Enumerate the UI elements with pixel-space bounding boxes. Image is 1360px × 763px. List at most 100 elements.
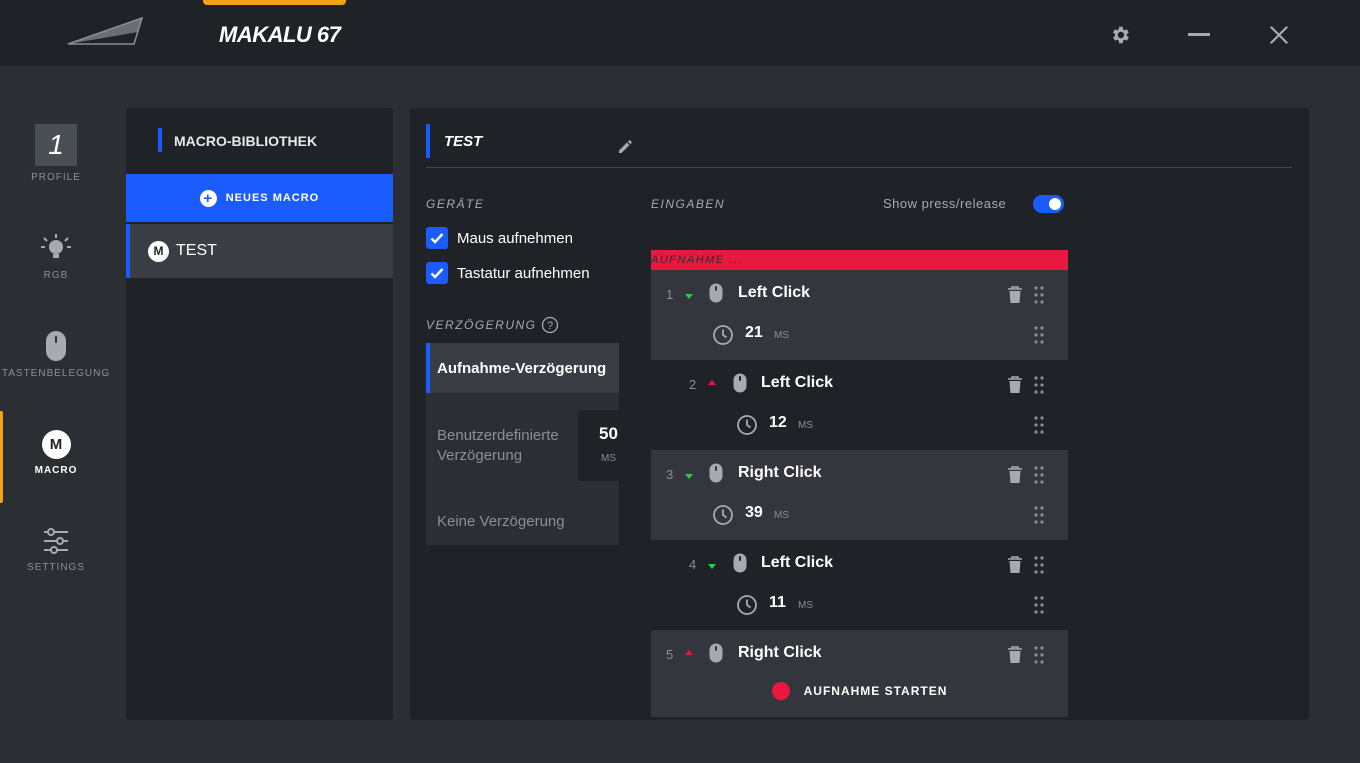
custom-delay-value: 50 xyxy=(599,424,618,443)
record-dot-icon xyxy=(771,681,790,700)
mouse-icon xyxy=(733,373,747,393)
drag-handle-icon[interactable] xyxy=(1033,555,1045,575)
event-delay-unit: MS xyxy=(774,510,789,521)
release-up-arrow-icon xyxy=(685,650,693,655)
input-event-row[interactable]: 2 Left Click 12 MS xyxy=(651,360,1068,450)
nav-label-settings: SETTINGS xyxy=(26,562,85,573)
custom-delay-input[interactable]: 50 MS xyxy=(578,410,639,481)
drag-handle-icon[interactable] xyxy=(1033,415,1045,435)
input-event-row[interactable]: 1 Left Click 21 MS xyxy=(651,270,1068,360)
macro-editor-panel: TEST GERÄTE Maus aufnehmen Tastatur aufn… xyxy=(410,108,1309,720)
plus-icon: + xyxy=(199,189,217,207)
nav-label-profile: PROFILE xyxy=(31,172,81,183)
drag-handle-icon[interactable] xyxy=(1033,465,1045,485)
nav-item-profile[interactable]: 1 PROFILE xyxy=(0,124,112,216)
event-label: Right Click xyxy=(738,644,822,661)
nav-item-macro[interactable]: M MACRO xyxy=(0,411,112,503)
mouse-icon xyxy=(733,553,747,573)
mouse-record-label: Maus aufnehmen xyxy=(457,229,573,247)
edit-pencil-icon[interactable] xyxy=(616,136,636,156)
event-number: 5 xyxy=(666,647,674,662)
input-event-row[interactable]: 3 Right Click 39 MS xyxy=(651,450,1068,540)
mouse-record-checkbox[interactable]: Maus aufnehmen xyxy=(426,225,573,251)
macro-m-icon: M xyxy=(148,240,169,262)
press-down-arrow-icon xyxy=(685,294,693,299)
recording-status-bar: AUFNAHME ... xyxy=(651,250,1068,270)
checkmark-icon xyxy=(426,227,448,249)
delay-option-recorded-label: Aufnahme-Verzögerung xyxy=(437,359,607,377)
settings-gear-icon[interactable] xyxy=(1107,22,1133,48)
event-delay-unit: MS xyxy=(774,330,789,341)
new-macro-label: NEUES MACRO xyxy=(225,192,320,204)
close-icon[interactable] xyxy=(1266,22,1292,48)
nav-active-indicator xyxy=(0,411,3,503)
input-event-row[interactable]: 5 Right Click xyxy=(651,630,1068,664)
drag-handle-icon[interactable] xyxy=(1033,285,1045,305)
drag-handle-icon[interactable] xyxy=(1033,325,1045,345)
keyboard-record-checkbox[interactable]: Tastatur aufnehmen xyxy=(426,260,590,286)
editor-divider xyxy=(426,167,1292,168)
input-event-row[interactable]: 4 Left Click 11 MS xyxy=(651,540,1068,630)
mouse-icon xyxy=(709,463,723,483)
minimize-icon[interactable] xyxy=(1186,22,1212,48)
macro-list-item-name: TEST xyxy=(176,242,217,259)
delay-option-recorded[interactable]: Aufnahme-Verzögerung xyxy=(426,343,619,393)
drag-handle-icon[interactable] xyxy=(1033,505,1045,525)
delay-option-custom-label: Benutzerdefinierte Verzögerung xyxy=(437,426,559,464)
custom-delay-unit: MS xyxy=(601,453,616,464)
profile-number-icon: 1 xyxy=(35,124,77,166)
macro-library-header: MACRO-BIBLIOTHEK xyxy=(158,128,317,154)
release-up-arrow-icon xyxy=(708,380,716,385)
clock-icon xyxy=(713,325,733,345)
nav-item-settings[interactable]: SETTINGS xyxy=(0,526,112,618)
event-number: 1 xyxy=(666,287,674,302)
new-macro-button[interactable]: + NEUES MACRO xyxy=(126,174,393,222)
keyboard-record-label: Tastatur aufnehmen xyxy=(457,264,590,282)
show-press-release-toggle[interactable] xyxy=(1033,195,1064,213)
event-delay-value[interactable]: 11 xyxy=(769,594,786,611)
start-recording-label: AUFNAHME STARTEN xyxy=(803,683,948,698)
delete-trash-icon[interactable] xyxy=(1007,556,1023,574)
delete-trash-icon[interactable] xyxy=(1007,286,1023,304)
event-label: Left Click xyxy=(738,284,811,301)
mouse-icon xyxy=(709,283,723,303)
delete-trash-icon[interactable] xyxy=(1007,376,1023,394)
drag-handle-icon[interactable] xyxy=(1033,595,1045,615)
event-number: 2 xyxy=(689,377,697,392)
clock-icon xyxy=(713,505,733,525)
event-label: Right Click xyxy=(738,464,822,481)
event-delay-unit: MS xyxy=(798,600,813,611)
brand-logo-icon xyxy=(67,16,144,45)
macro-library-panel: MACRO-BIBLIOTHEK + NEUES MACRO M TEST xyxy=(126,108,393,720)
checkmark-icon xyxy=(426,262,448,284)
nav-label-rgb: RGB xyxy=(43,270,69,281)
event-delay-value[interactable]: 39 xyxy=(745,504,763,521)
start-recording-button[interactable]: AUFNAHME STARTEN xyxy=(651,664,1068,717)
drag-handle-icon[interactable] xyxy=(1033,645,1045,664)
press-down-arrow-icon xyxy=(685,474,693,479)
drag-handle-icon[interactable] xyxy=(1033,375,1045,395)
mouse-icon xyxy=(46,331,66,361)
mouse-icon xyxy=(709,643,723,663)
nav-item-tastenbelegung[interactable]: TASTENBELEGUNG xyxy=(0,330,112,422)
devices-section-label: GERÄTE xyxy=(426,197,485,211)
event-number: 3 xyxy=(666,467,674,482)
clock-icon xyxy=(737,415,757,435)
title-bar: MAKALU 67 xyxy=(0,0,1360,66)
macro-m-icon: M xyxy=(41,430,71,459)
event-delay-value[interactable]: 21 xyxy=(745,324,763,341)
press-down-arrow-icon xyxy=(708,564,716,569)
macro-name-title: TEST xyxy=(426,124,482,158)
clock-icon xyxy=(737,595,757,615)
nav-item-rgb[interactable]: RGB xyxy=(0,232,112,324)
delay-option-none-label: Keine Verzögerung xyxy=(437,513,565,530)
svg-text:?: ? xyxy=(547,320,553,332)
event-delay-value[interactable]: 12 xyxy=(769,414,787,431)
event-delay-unit: MS xyxy=(798,420,813,431)
event-label: Left Click xyxy=(761,374,834,391)
delete-trash-icon[interactable] xyxy=(1007,466,1023,484)
macro-list-item[interactable]: M TEST xyxy=(126,224,393,278)
delay-option-none[interactable]: Keine Verzögerung xyxy=(426,498,619,545)
delete-trash-icon[interactable] xyxy=(1007,646,1023,664)
help-question-icon[interactable]: ? xyxy=(541,316,559,334)
